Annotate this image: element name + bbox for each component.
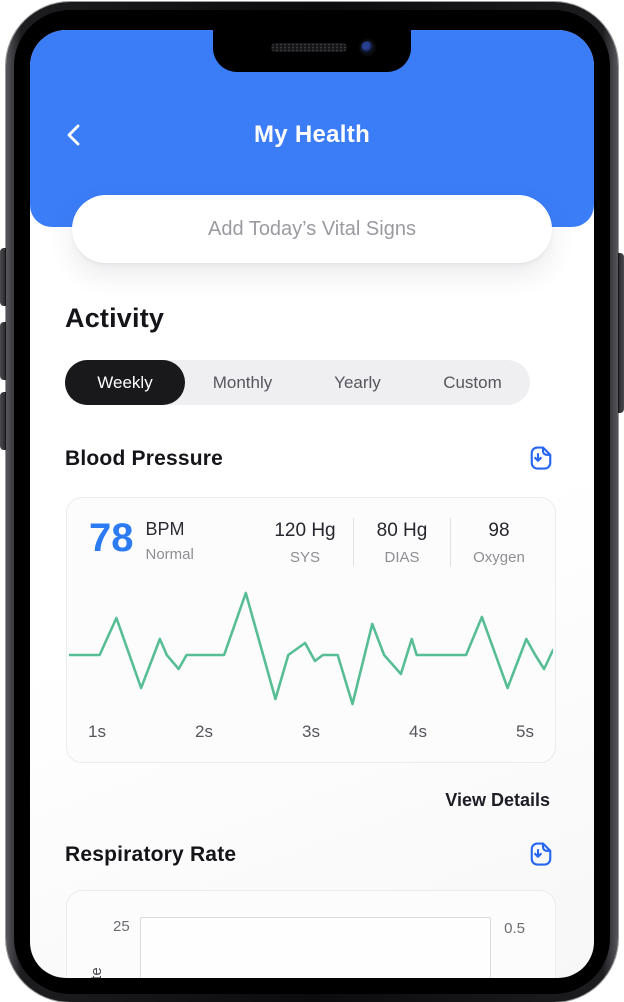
bpm-unit: BPM: [145, 519, 185, 539]
view-details-link[interactable]: View Details: [439, 789, 556, 812]
ecg-polyline: [69, 591, 553, 706]
tab-custom[interactable]: Custom: [415, 360, 530, 405]
phone-bezel: My Health Add Today’s Vital Signs Activi…: [14, 10, 610, 994]
speaker-grille-icon: [271, 43, 347, 52]
resp-plot-area: [139, 917, 492, 978]
respiratory-chart: 25 0.5: [67, 891, 555, 978]
bpm-meta: BPM Normal: [146, 518, 194, 563]
bpm-value: 78: [89, 516, 134, 560]
resp-export-button[interactable]: [524, 838, 558, 872]
respiratory-header-row: Respiratory Rate: [65, 838, 558, 872]
bp-export-button[interactable]: [524, 442, 558, 476]
front-camera-icon: [359, 39, 376, 56]
add-vitals-placeholder: Add Today’s Vital Signs: [208, 217, 416, 240]
x-tick: 3s: [302, 722, 320, 741]
vitals-stats-row: 78 BPM Normal 120 Hg SYS 80 Hg DIAS: [67, 498, 555, 566]
file-download-icon: [526, 839, 556, 872]
dias-label: DIAS: [384, 549, 420, 566]
stat-oxygen: 98 Oxygen: [450, 518, 547, 566]
ecg-chart: [69, 586, 553, 711]
oxygen-value: 98: [488, 520, 510, 541]
tab-monthly[interactable]: Monthly: [185, 360, 300, 405]
x-tick: 1s: [88, 722, 106, 741]
period-tabs: Weekly Monthly Yearly Custom: [65, 360, 530, 405]
tab-weekly[interactable]: Weekly: [65, 360, 185, 405]
respiratory-heading: Respiratory Rate: [65, 843, 237, 866]
back-button[interactable]: [54, 116, 94, 156]
file-download-icon: [526, 443, 556, 476]
phone-screen: My Health Add Today’s Vital Signs Activi…: [30, 30, 594, 978]
bpm-status: Normal: [145, 546, 194, 563]
tab-yearly[interactable]: Yearly: [300, 360, 415, 405]
page-title: My Health: [253, 121, 371, 148]
blood-pressure-header-row: Blood Pressure: [65, 442, 558, 476]
resp-y-tick-left: 25: [113, 918, 130, 935]
x-tick: 2s: [195, 722, 213, 741]
blood-pressure-heading: Blood Pressure: [65, 447, 224, 470]
oxygen-label: Oxygen: [473, 549, 525, 566]
activity-heading: Activity: [65, 303, 165, 333]
dias-value: 80 Hg: [376, 520, 428, 541]
add-vitals-input[interactable]: Add Today’s Vital Signs: [72, 195, 552, 263]
x-tick: 4s: [409, 722, 427, 741]
respiratory-card: 25 0.5 Rate: [66, 890, 556, 978]
sys-value: 120 Hg: [274, 520, 336, 541]
phone-frame: My Health Add Today’s Vital Signs Activi…: [6, 2, 618, 1002]
x-tick: 5s: [516, 722, 534, 741]
stat-dias: 80 Hg DIAS: [353, 518, 450, 566]
blood-pressure-card: 78 BPM Normal 120 Hg SYS 80 Hg DIAS: [66, 497, 556, 763]
resp-y-tick-right: 0.5: [504, 920, 525, 937]
ecg-x-axis: 1s 2s 3s 4s 5s: [67, 722, 555, 742]
resp-y-axis-label: Rate: [88, 967, 105, 978]
stat-sys: 120 Hg SYS: [257, 518, 353, 566]
chevron-left-icon: [63, 122, 85, 151]
sys-label: SYS: [289, 549, 320, 566]
notch: [213, 30, 411, 72]
